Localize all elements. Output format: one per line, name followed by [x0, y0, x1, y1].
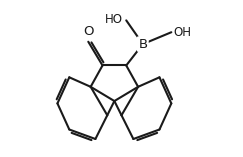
Text: B: B	[138, 38, 148, 51]
Text: O: O	[83, 25, 94, 38]
Text: HO: HO	[105, 13, 123, 26]
Text: OH: OH	[174, 26, 192, 39]
